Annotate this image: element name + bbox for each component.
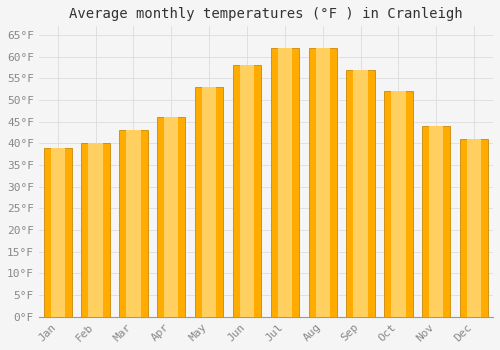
Bar [119, 130, 148, 317]
Bar [233, 65, 261, 317]
Bar [270, 48, 299, 317]
Bar [157, 117, 186, 317]
Bar [354, 70, 368, 317]
Bar [202, 87, 216, 317]
Bar [50, 148, 65, 317]
Bar [126, 130, 140, 317]
Bar [429, 126, 444, 317]
Title: Average monthly temperatures (°F ) in Cranleigh: Average monthly temperatures (°F ) in Cr… [69, 7, 462, 21]
Bar [392, 91, 406, 317]
Bar [278, 48, 292, 317]
Bar [467, 139, 481, 317]
Bar [88, 144, 102, 317]
Bar [195, 87, 224, 317]
Bar [460, 139, 488, 317]
Bar [422, 126, 450, 317]
Bar [82, 144, 110, 317]
Bar [316, 48, 330, 317]
Bar [164, 117, 178, 317]
Bar [308, 48, 337, 317]
Bar [240, 65, 254, 317]
Bar [384, 91, 412, 317]
Bar [44, 148, 72, 317]
Bar [346, 70, 375, 317]
